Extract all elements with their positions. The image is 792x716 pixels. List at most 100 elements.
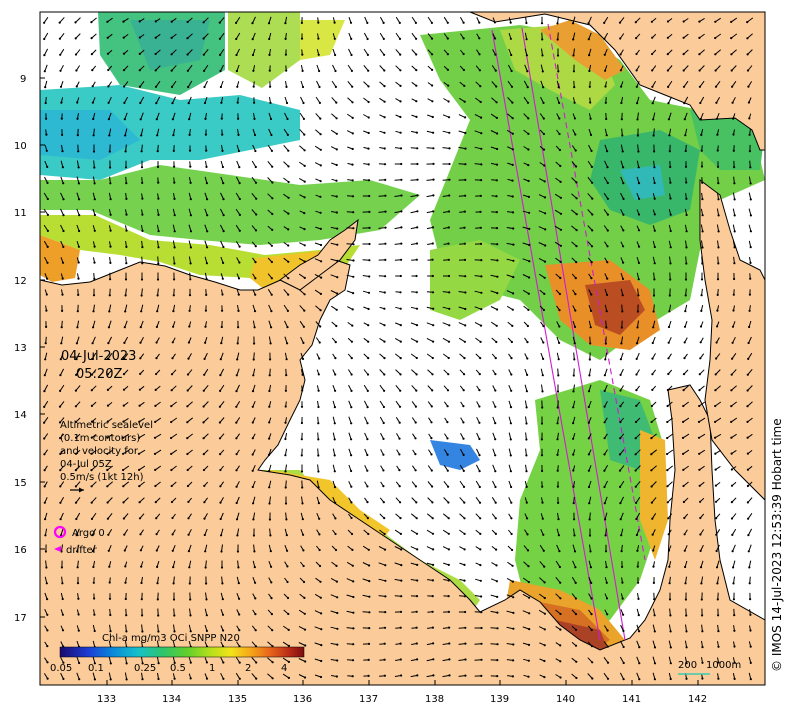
- velocity-arrowhead: [173, 214, 176, 217]
- velocity-arrowhead: [496, 275, 499, 278]
- velocity-arrowhead: [300, 438, 303, 441]
- velocity-arrowhead: [382, 21, 385, 24]
- velocity-arrow: [299, 320, 305, 328]
- velocity-arrowhead: [496, 292, 499, 295]
- velocity-arrowhead: [559, 228, 563, 231]
- velocity-arrowhead: [685, 230, 688, 233]
- velocity-arrowhead: [464, 116, 467, 119]
- velocity-arrowhead: [557, 358, 560, 361]
- velocity-arrowhead: [684, 294, 687, 297]
- velocity-arrow: [301, 496, 303, 504]
- velocity-arrowhead: [526, 549, 530, 552]
- velocity-arrowhead: [496, 643, 499, 646]
- velocity-arrowhead: [351, 132, 354, 135]
- velocity-arrow: [362, 578, 370, 582]
- velocity-arrowhead: [350, 485, 353, 488]
- velocity-arrowhead: [140, 134, 143, 137]
- velocity-arrow: [714, 417, 722, 423]
- velocity-arrowhead: [205, 598, 208, 601]
- velocity-arrow: [219, 384, 225, 392]
- velocity-arrowhead: [268, 470, 271, 473]
- velocity-arrowhead: [448, 626, 451, 629]
- velocity-arrowhead: [622, 229, 625, 232]
- velocity-arrowhead: [587, 22, 590, 25]
- velocity-arrow: [522, 226, 530, 230]
- lat-tick-label: 15: [14, 478, 27, 489]
- velocity-arrow: [717, 256, 719, 264]
- velocity-arrowhead: [652, 549, 655, 552]
- velocity-arrow: [268, 304, 272, 312]
- velocity-arrow: [572, 400, 576, 408]
- velocity-arrowhead: [589, 133, 593, 136]
- velocity-arrowhead: [350, 532, 354, 536]
- velocity-arrowhead: [496, 627, 499, 630]
- velocity-arrow: [332, 448, 336, 456]
- velocity-arrowhead: [384, 194, 387, 197]
- velocity-arrowhead: [511, 292, 515, 295]
- velocity-arrowhead: [383, 53, 386, 56]
- velocity-arrow: [173, 576, 175, 584]
- velocity-arrow: [220, 528, 224, 536]
- velocity-arrow: [157, 240, 159, 248]
- velocity-arrowhead: [716, 598, 719, 601]
- velocity-arrow: [730, 401, 738, 407]
- velocity-arrowhead: [44, 86, 47, 89]
- velocity-arrowhead: [414, 405, 417, 408]
- velocity-arrow: [221, 576, 223, 584]
- velocity-arrow: [716, 208, 720, 216]
- velocity-arrow: [557, 64, 559, 72]
- velocity-arrowhead: [574, 628, 578, 631]
- velocity-arrow: [650, 449, 658, 455]
- velocity-arrowhead: [76, 101, 79, 104]
- velocity-arrowhead: [559, 612, 562, 616]
- velocity-arrow: [282, 673, 290, 679]
- velocity-arrowhead: [238, 597, 241, 600]
- velocity-arrowhead: [572, 54, 575, 57]
- velocity-arrowhead: [173, 278, 176, 281]
- velocity-arrowhead: [462, 421, 465, 424]
- velocity-arrowhead: [543, 644, 546, 647]
- velocity-arrow: [490, 274, 498, 278]
- velocity-arrowhead: [543, 581, 546, 584]
- velocity-arrowhead: [684, 598, 688, 601]
- velocity-arrowhead: [747, 550, 750, 553]
- velocity-arrow: [458, 146, 466, 150]
- velocity-arrowhead: [284, 37, 287, 41]
- velocity-arrowhead: [619, 53, 622, 56]
- velocity-arrow: [298, 273, 306, 279]
- velocity-arrowhead: [284, 53, 287, 56]
- velocity-arrow: [732, 208, 736, 216]
- velocity-arrow: [619, 672, 625, 680]
- velocity-arrowhead: [46, 261, 49, 264]
- velocity-arrow: [619, 640, 625, 648]
- velocity-arrow: [173, 256, 175, 264]
- velocity-arrowhead: [480, 674, 483, 678]
- velocity-arrowhead: [383, 548, 387, 551]
- velocity-arrowhead: [414, 469, 417, 472]
- velocity-arrowhead: [416, 194, 419, 197]
- velocity-arrowhead: [153, 452, 157, 455]
- velocity-arrowhead: [205, 582, 208, 585]
- velocity-arrowhead: [638, 197, 641, 200]
- velocity-arrowhead: [222, 661, 225, 664]
- velocity-arrow: [155, 96, 161, 104]
- velocity-arrowhead: [122, 373, 126, 376]
- velocity-arrowhead: [93, 277, 96, 280]
- velocity-arrowhead: [495, 179, 498, 182]
- velocity-arrowhead: [590, 245, 594, 248]
- velocity-arrowhead: [541, 501, 544, 504]
- velocity-arrowhead: [415, 532, 419, 535]
- velocity-arrowhead: [92, 294, 96, 297]
- velocity-arrow: [588, 16, 592, 24]
- velocity-arrow: [138, 433, 146, 439]
- velocity-arrowhead: [495, 548, 498, 551]
- velocity-arrowhead: [430, 37, 434, 40]
- velocity-arrowhead: [557, 70, 560, 73]
- velocity-arrowhead: [462, 485, 466, 488]
- velocity-arrowhead: [668, 582, 671, 585]
- velocity-arrow: [315, 305, 321, 311]
- velocity-arrowhead: [157, 630, 160, 633]
- velocity-arrow: [43, 16, 49, 24]
- velocity-arrowhead: [352, 580, 355, 583]
- velocity-arrowhead: [336, 227, 339, 230]
